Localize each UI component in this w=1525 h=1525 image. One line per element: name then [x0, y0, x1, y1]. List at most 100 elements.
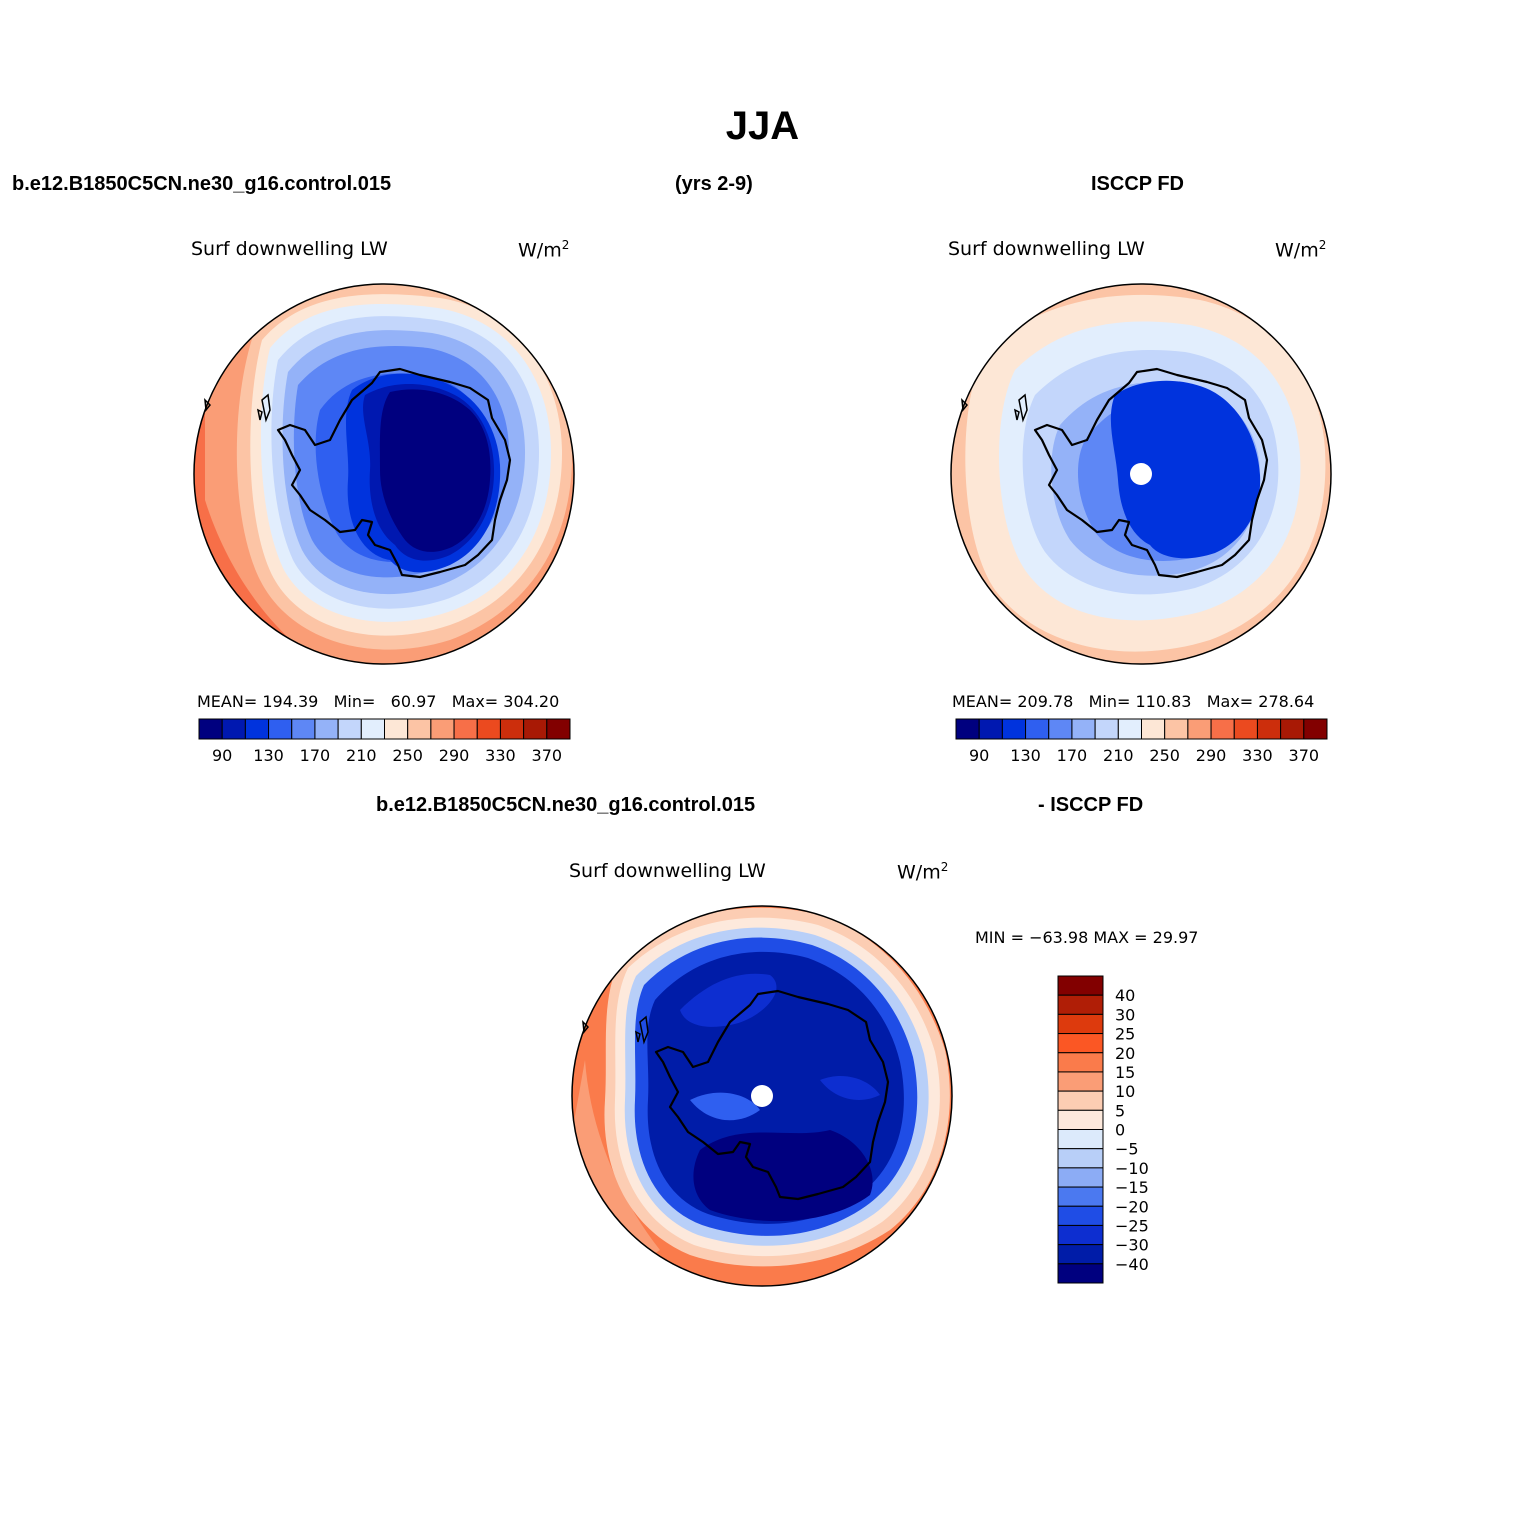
model-colorbar-swatch: [546, 718, 571, 740]
diff-colorbar-tick-label: 5: [1115, 1101, 1125, 1120]
diff-colorbar-swatch: [1057, 1052, 1104, 1073]
diff-units-label: W/m2: [897, 860, 949, 884]
obs-colorbar-swatch: [1048, 718, 1073, 740]
model-colorbar-swatch: [453, 718, 478, 740]
model-polar-map: [193, 283, 575, 665]
obs-colorbar-swatch: [1094, 718, 1119, 740]
model-colorbar-swatch: [268, 718, 293, 740]
diff-colorbar-swatch: [1057, 1263, 1104, 1284]
diff-colorbar-swatch: [1057, 1109, 1104, 1130]
diff-colorbar-tick-label: −15: [1115, 1178, 1149, 1197]
figure-title: JJA: [725, 104, 800, 148]
model-colorbar-swatch: [314, 718, 339, 740]
diff-minmax-label: MIN = −63.98 MAX = 29.97: [975, 928, 1199, 947]
diff-colorbar-swatch: [1057, 1167, 1104, 1188]
diff-colorbar-swatch: [1057, 1224, 1104, 1246]
obs-colorbar-swatch: [978, 718, 1003, 740]
model-colorbar-swatch: [291, 718, 316, 740]
obs-colorbar-tick-label: 290: [1196, 746, 1227, 765]
obs-colorbar-swatch: [1210, 718, 1235, 740]
diff-colorbar-tick-label: 20: [1115, 1044, 1135, 1063]
model-colorbar-swatch: [198, 718, 223, 740]
obs-colorbar-swatch: [1187, 718, 1212, 740]
obs-colorbar-tick-label: 130: [1010, 746, 1041, 765]
model-colorbar-tick-label: 250: [392, 746, 423, 765]
diff-colorbar-swatch: [1057, 1071, 1104, 1092]
diff-polar-map: [571, 905, 953, 1287]
obs-colorbar-tick-label: 90: [969, 746, 989, 765]
obs-colorbar-swatch: [1025, 718, 1050, 740]
diff-colorbar-tick-label: −10: [1115, 1159, 1149, 1178]
model-colorbar-tick-label: 290: [439, 746, 470, 765]
diff-colorbar-swatch: [1057, 1205, 1104, 1226]
diff-colorbar-swatch: [1057, 1148, 1104, 1169]
diff-colorbar-tick-label: 25: [1115, 1025, 1135, 1044]
model-colorbar-tick-label: 130: [253, 746, 284, 765]
obs-colorbar-swatch: [1233, 718, 1258, 740]
obs-colorbar-swatch: [1071, 718, 1096, 740]
diff-colorbar-swatch: [1057, 1033, 1104, 1054]
obs-colorbar-swatch: [1117, 718, 1142, 740]
diff-variable-label: Surf downwelling LW: [569, 860, 766, 882]
diff-colorbar-tick-label: 40: [1115, 986, 1135, 1005]
diff-colorbar-tick-label: 0: [1115, 1121, 1125, 1140]
model-colorbar-tick-label: 330: [485, 746, 516, 765]
obs-colorbar-tick-label: 330: [1242, 746, 1273, 765]
model-colorbar-tick-label: 170: [300, 746, 331, 765]
model-colorbar-tick-label: 90: [212, 746, 232, 765]
obs-colorbar-tick-label: 210: [1103, 746, 1134, 765]
obs-name-label: ISCCP FD: [1091, 173, 1184, 195]
model-colorbar-swatch: [523, 718, 548, 740]
obs-variable-label: Surf downwelling LW: [948, 238, 1145, 260]
diff-colorbar-swatch: [1057, 1090, 1104, 1111]
diff-obs-name-label: - ISCCP FD: [1038, 794, 1144, 816]
obs-colorbar-swatch: [1001, 718, 1027, 740]
diff-colorbar-tick-label: −40: [1115, 1255, 1149, 1274]
model-colorbar-swatch: [499, 718, 525, 740]
model-colorbar-swatch: [384, 718, 409, 740]
obs-colorbar-tick-label: 170: [1057, 746, 1088, 765]
diff-colorbar-swatch: [1057, 1244, 1104, 1265]
model-colorbar: 90 130 170 210 250 290 330 370: [198, 718, 571, 765]
diff-colorbar-swatch: [1057, 994, 1104, 1015]
model-variable-label: Surf downwelling LW: [191, 238, 388, 260]
diff-colorbar-tick-label: 15: [1115, 1063, 1135, 1082]
model-colorbar-swatch: [244, 718, 270, 740]
diff-case-name-label: b.e12.B1850C5CN.ne30_g16.control.015: [376, 794, 756, 816]
obs-colorbar: 90 130 170 210 250 290 330 370: [955, 718, 1328, 765]
diff-colorbar-tick-label: 30: [1115, 1005, 1135, 1024]
obs-stats: MEAN= 209.78 Min= 110.83 Max= 278.64: [952, 692, 1315, 711]
diff-colorbar-tick-label: −20: [1115, 1197, 1149, 1216]
obs-colorbar-swatch: [1303, 718, 1328, 740]
diff-colorbar-swatch: [1057, 1186, 1104, 1207]
diff-colorbar-swatch: [1057, 975, 1104, 996]
model-colorbar-tick-label: 370: [532, 746, 563, 765]
model-colorbar-swatch: [476, 718, 501, 740]
diff-colorbar-tick-label: −5: [1115, 1140, 1139, 1159]
model-colorbar-swatch: [407, 718, 432, 740]
model-colorbar-swatch: [221, 718, 246, 740]
obs-colorbar-swatch: [1164, 718, 1189, 740]
diff-colorbar-tick-label: 10: [1115, 1082, 1135, 1101]
obs-units-label: W/m2: [1275, 238, 1327, 262]
model-stats: MEAN= 194.39 Min= 60.97 Max= 304.20: [197, 692, 560, 711]
obs-polar-map: [950, 283, 1332, 665]
obs-colorbar-tick-label: 370: [1289, 746, 1320, 765]
obs-colorbar-swatch: [955, 718, 980, 740]
diff-colorbar-swatch: [1057, 1013, 1104, 1035]
obs-colorbar-swatch: [1280, 718, 1305, 740]
model-units-label: W/m2: [518, 238, 570, 262]
diff-colorbar-tick-label: −25: [1115, 1216, 1149, 1235]
model-colorbar-swatch: [430, 718, 455, 740]
model-colorbar-swatch: [337, 718, 362, 740]
years-label: (yrs 2-9): [675, 173, 753, 195]
obs-colorbar-swatch: [1256, 718, 1282, 740]
obs-colorbar-tick-label: 250: [1149, 746, 1180, 765]
case-name-label: b.e12.B1850C5CN.ne30_g16.control.015: [12, 173, 392, 195]
diff-colorbar-tick-label: −30: [1115, 1236, 1149, 1255]
diff-colorbar-swatch: [1057, 1129, 1104, 1150]
model-colorbar-swatch: [360, 718, 385, 740]
obs-colorbar-swatch: [1141, 718, 1166, 740]
